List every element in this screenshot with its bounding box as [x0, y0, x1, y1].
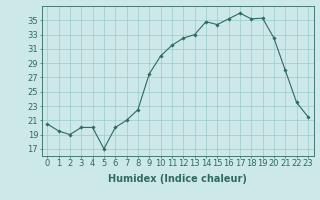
- X-axis label: Humidex (Indice chaleur): Humidex (Indice chaleur): [108, 174, 247, 184]
